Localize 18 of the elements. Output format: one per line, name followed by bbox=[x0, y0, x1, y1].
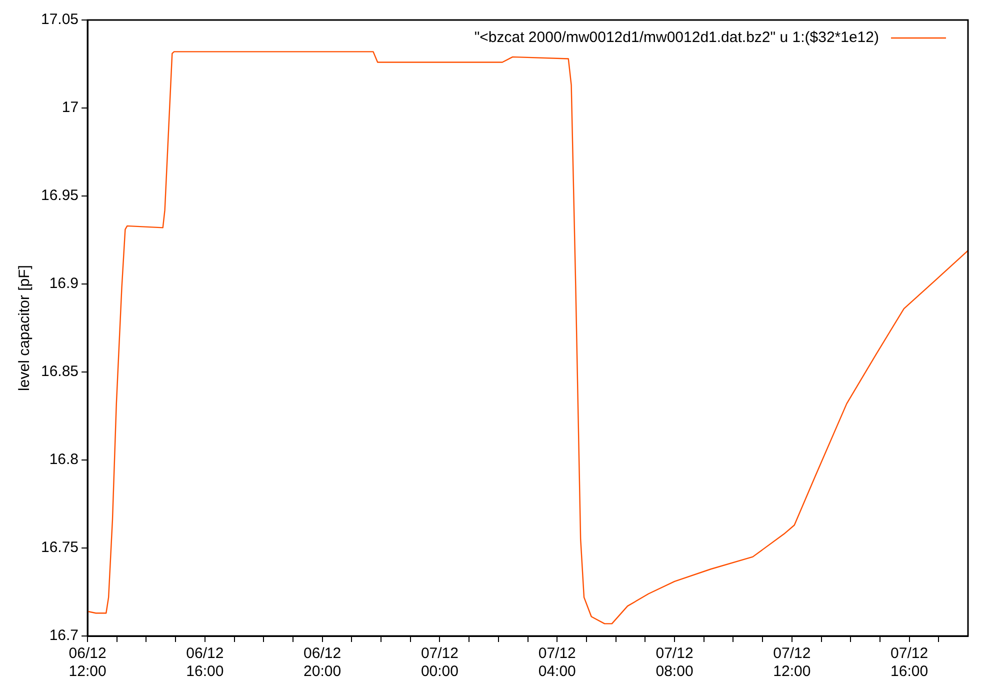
y-tick-label: 16.95 bbox=[40, 187, 79, 204]
y-axis-title: level capacitor [pF] bbox=[16, 265, 34, 391]
x-tick-label: 07/12 04:00 bbox=[538, 645, 576, 680]
y-tick-label: 16.7 bbox=[49, 627, 79, 644]
y-tick-label: 17 bbox=[62, 99, 79, 116]
x-tick-label: 06/12 20:00 bbox=[304, 645, 342, 680]
x-tick-label: 07/12 08:00 bbox=[656, 645, 694, 680]
legend-label: "<bzcat 2000/mw0012d1/mw0012d1.dat.bz2" u 1:($32*1e12) bbox=[474, 29, 879, 46]
x-tick-label: 06/12 16:00 bbox=[186, 645, 224, 680]
y-tick-label: 17.05 bbox=[40, 11, 79, 28]
y-tick-label: 16.85 bbox=[40, 363, 79, 380]
x-tick-label: 07/12 00:00 bbox=[420, 645, 458, 680]
x-tick-label: 07/12 12:00 bbox=[773, 645, 811, 680]
y-tick-label: 16.8 bbox=[49, 451, 79, 468]
x-tick-label: 06/12 12:00 bbox=[68, 645, 106, 680]
y-tick-label: 16.9 bbox=[49, 275, 79, 292]
x-tick-label: 07/12 16:00 bbox=[890, 645, 928, 680]
y-tick-label: 16.75 bbox=[40, 539, 79, 556]
